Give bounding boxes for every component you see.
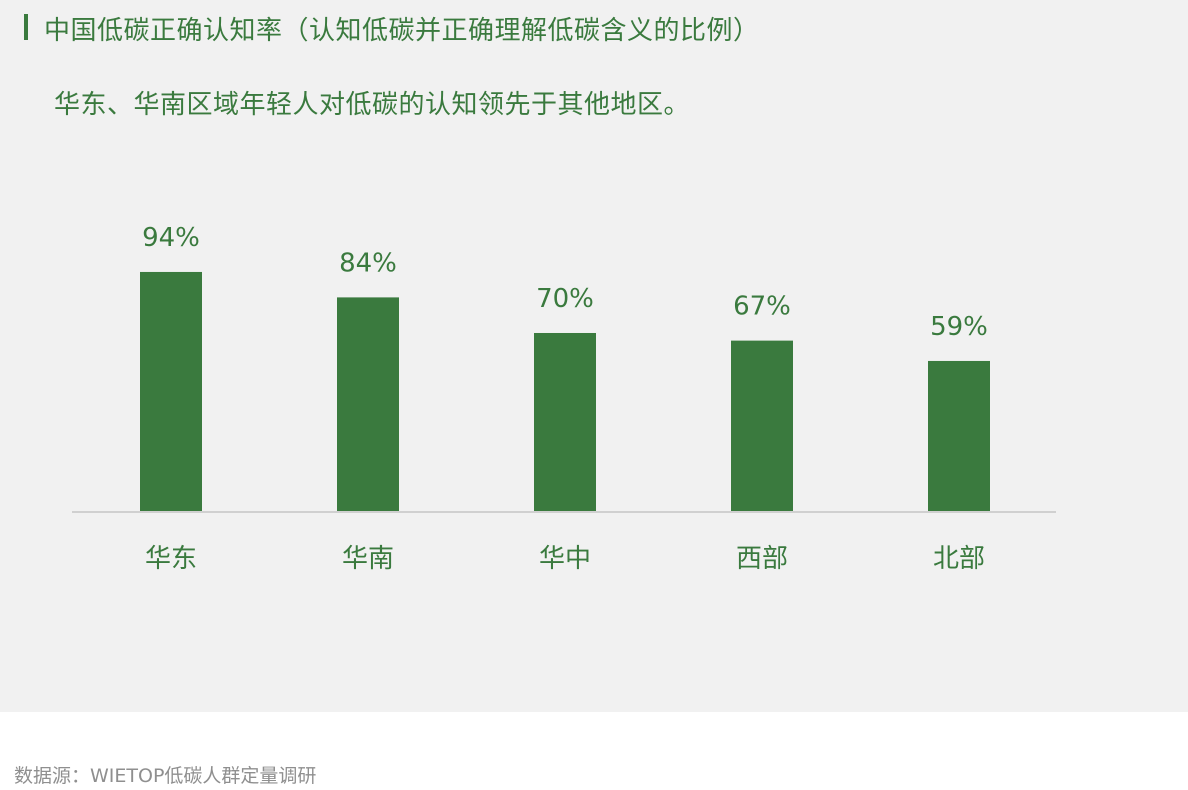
bar-3 [534,332,596,511]
data-label-3: 70% [536,284,594,314]
chart-title: 中国低碳正确认知率（认知低碳并正确理解低碳含义的比例） [44,16,760,46]
category-label-3: 华中 [539,544,591,574]
bar-5 [928,360,990,511]
bar-1 [140,271,202,511]
bar-chart: 94% 华东 84% 华南 70% 华中 67% 西部 59% 北部 [72,223,1056,574]
category-label-5: 北部 [933,544,985,574]
bar-2 [337,297,399,511]
bar-4 [731,340,793,511]
chart-subtitle: 华东、华南区域年轻人对低碳的认知领先于其他地区。 [54,90,691,120]
category-label-1: 华东 [145,544,197,574]
title-accent-bar [24,14,28,40]
category-label-2: 华南 [342,544,394,574]
data-label-1: 94% [142,223,200,253]
category-label-4: 西部 [736,544,788,574]
data-label-4: 67% [733,292,791,322]
data-source-note: 数据源：WIETOP低碳人群定量调研 [14,765,317,787]
chart-panel: 中国低碳正确认知率（认知低碳并正确理解低碳含义的比例） 华东、华南区域年轻人对低… [0,0,1188,712]
data-label-5: 59% [930,312,988,342]
data-label-2: 84% [339,248,397,278]
